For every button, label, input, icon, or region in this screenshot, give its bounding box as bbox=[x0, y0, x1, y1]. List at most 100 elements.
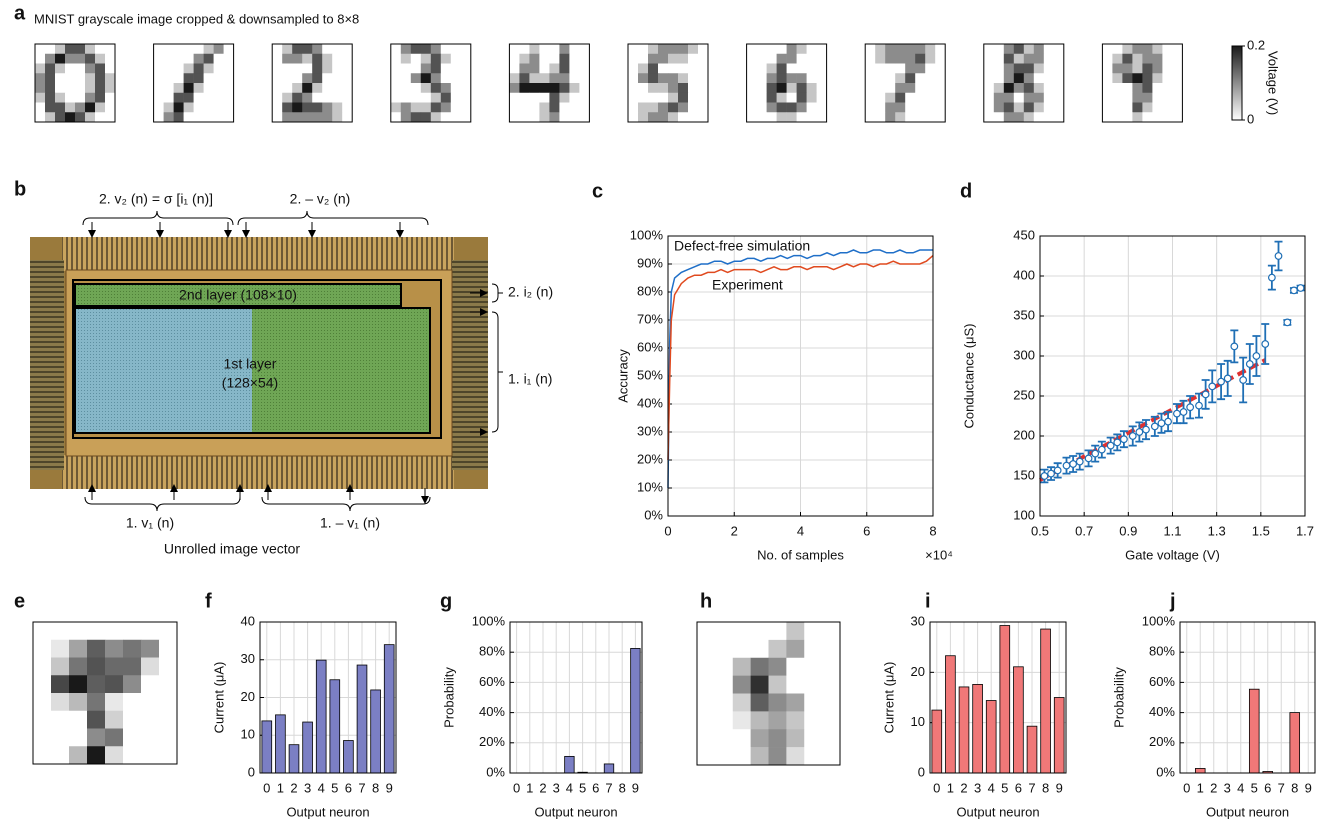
bar bbox=[604, 764, 614, 773]
pixel bbox=[628, 44, 638, 54]
pixel bbox=[1142, 83, 1152, 93]
pixel bbox=[885, 73, 895, 83]
pixel bbox=[569, 93, 579, 103]
pixel bbox=[984, 103, 994, 113]
bar bbox=[371, 690, 381, 773]
pixel bbox=[786, 622, 804, 640]
x-tick-label: 5 bbox=[1001, 780, 1008, 795]
figure: 2. v₂ (n) = σ [i₁ (n)] 2. – v₂ (n) 2nd l… bbox=[0, 0, 1323, 821]
pixel bbox=[935, 73, 945, 83]
x-tick-label: 7 bbox=[605, 780, 612, 795]
pixel bbox=[1102, 103, 1112, 113]
pixel bbox=[85, 44, 95, 54]
pixel bbox=[95, 103, 105, 113]
pixel bbox=[1162, 103, 1172, 113]
pixel bbox=[822, 640, 840, 658]
x-tick-label: 3 bbox=[304, 780, 311, 795]
pixel bbox=[822, 658, 840, 676]
pixel bbox=[804, 676, 822, 694]
pixel bbox=[915, 44, 925, 54]
y-tick-label: 30 bbox=[911, 613, 925, 628]
y-tick-label: 0% bbox=[486, 764, 505, 779]
pixel bbox=[817, 73, 827, 83]
pixel bbox=[401, 73, 411, 83]
pixel bbox=[715, 622, 733, 640]
pixel bbox=[984, 54, 994, 64]
pixel bbox=[282, 64, 292, 74]
x-tick-label: 5 bbox=[331, 780, 338, 795]
pixel bbox=[461, 83, 471, 93]
pixel bbox=[787, 44, 797, 54]
pixel bbox=[777, 64, 787, 74]
pixel bbox=[194, 73, 204, 83]
pixel bbox=[35, 44, 45, 54]
y-tick-label: 80% bbox=[637, 283, 663, 298]
pixel bbox=[807, 73, 817, 83]
pixel bbox=[431, 112, 441, 122]
pixel bbox=[141, 640, 159, 658]
pixel bbox=[69, 729, 87, 747]
pixel bbox=[509, 64, 519, 74]
x-tick-label: 1.3 bbox=[1208, 523, 1226, 538]
y-tick-label: 300 bbox=[1013, 347, 1035, 362]
pixel bbox=[411, 44, 421, 54]
annotation: 1. i₁ (n) bbox=[508, 371, 552, 387]
pixel bbox=[105, 693, 123, 711]
pixel bbox=[1172, 64, 1182, 74]
pixel bbox=[698, 73, 708, 83]
pixel bbox=[925, 44, 935, 54]
pixel bbox=[875, 93, 885, 103]
pixel bbox=[159, 622, 177, 640]
pixel bbox=[786, 676, 804, 694]
pixel bbox=[1132, 103, 1142, 113]
pixel bbox=[1044, 103, 1054, 113]
pixel bbox=[75, 64, 85, 74]
pixel bbox=[787, 83, 797, 93]
colorbar-label: Voltage (V) bbox=[1266, 51, 1281, 115]
pixel bbox=[668, 54, 678, 64]
pixel bbox=[984, 44, 994, 54]
pixel bbox=[164, 73, 174, 83]
pixel bbox=[767, 112, 777, 122]
x-tick-label: 5 bbox=[579, 780, 586, 795]
pixel bbox=[194, 112, 204, 122]
pixel bbox=[817, 44, 827, 54]
pixel bbox=[539, 112, 549, 122]
pixel bbox=[75, 44, 85, 54]
pixel bbox=[579, 64, 589, 74]
pixel bbox=[204, 112, 214, 122]
pixel bbox=[579, 54, 589, 64]
pixel bbox=[65, 83, 75, 93]
pixel bbox=[1112, 83, 1122, 93]
pixel bbox=[688, 54, 698, 64]
x-tick-label: 1 bbox=[526, 780, 533, 795]
pixel bbox=[33, 746, 51, 764]
pixel bbox=[184, 93, 194, 103]
pixel bbox=[272, 83, 282, 93]
x-tick-label: 6 bbox=[592, 780, 599, 795]
pixel bbox=[935, 83, 945, 93]
pixel bbox=[123, 693, 141, 711]
pixel bbox=[45, 112, 55, 122]
pixel bbox=[915, 112, 925, 122]
pixel bbox=[401, 54, 411, 64]
y-tick-label: 350 bbox=[1013, 307, 1035, 322]
y-tick-label: 20% bbox=[1149, 734, 1175, 749]
pixel bbox=[1024, 44, 1034, 54]
pixel bbox=[105, 746, 123, 764]
pixel bbox=[1024, 93, 1034, 103]
x-tick-label: 8 bbox=[929, 523, 936, 538]
pixel bbox=[865, 73, 875, 83]
pixel bbox=[1034, 44, 1044, 54]
pixel bbox=[1122, 112, 1132, 122]
x-tick-label: 6 bbox=[345, 780, 352, 795]
pixel bbox=[865, 103, 875, 113]
pixel bbox=[658, 64, 668, 74]
pixel bbox=[159, 640, 177, 658]
pixel bbox=[401, 44, 411, 54]
pixel bbox=[332, 103, 342, 113]
pixel bbox=[751, 658, 769, 676]
pixel bbox=[668, 83, 678, 93]
pixel bbox=[797, 73, 807, 83]
pixel bbox=[807, 112, 817, 122]
